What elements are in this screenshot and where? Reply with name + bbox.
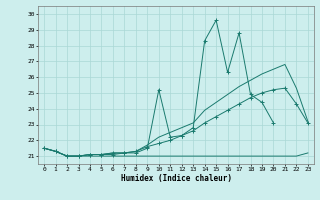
- X-axis label: Humidex (Indice chaleur): Humidex (Indice chaleur): [121, 174, 231, 183]
